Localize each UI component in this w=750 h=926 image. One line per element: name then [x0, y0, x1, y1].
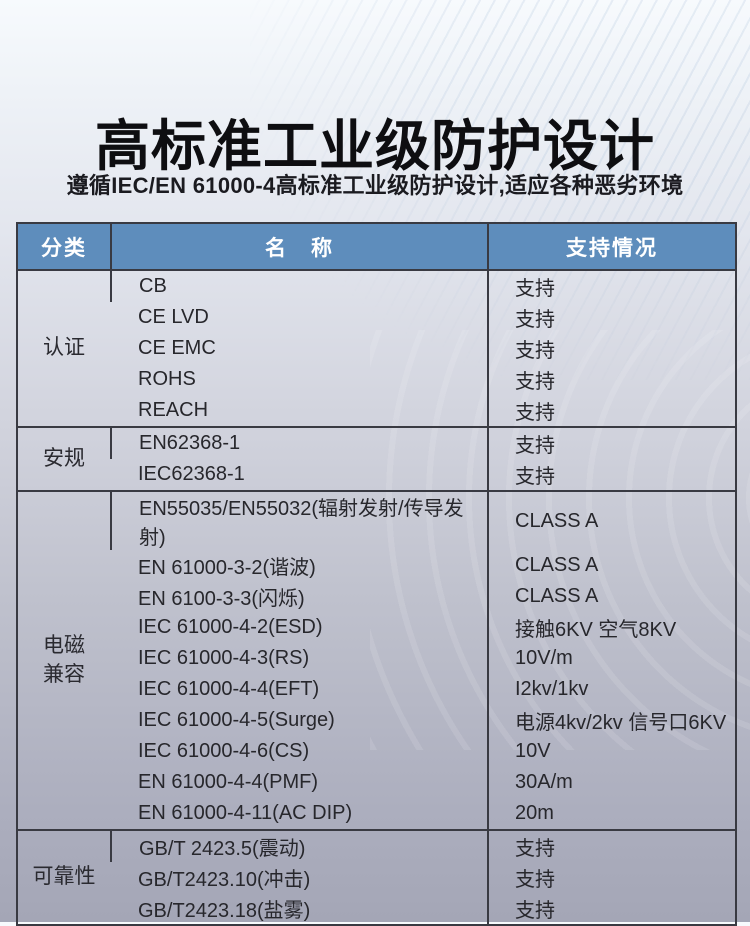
page-title: 高标准工业级防护设计 — [94, 114, 655, 177]
standard-name-cell: GB/T 2423.5(震动) — [110, 830, 488, 862]
table-row: IEC 61000-4-4(EFT) I2kv/1kv — [17, 674, 736, 705]
standard-name-cell: GB/T2423.18(盐雾) — [138, 900, 311, 922]
support-status-cell: 10V/m — [487, 643, 736, 674]
support-status-cell: 支持 — [487, 302, 736, 333]
standard-name-cell: IEC 61000-4-2(ESD) — [138, 616, 323, 638]
column-header-category: 分类 — [17, 223, 111, 271]
standard-name-cell: EN55035/EN55032(辐射发射/传导发射) — [110, 491, 488, 550]
table-row: IEC 61000-4-6(CS) 10V — [17, 736, 736, 767]
table-row: 可靠性 GB/T 2423.5(震动) 支持 — [17, 830, 736, 888]
table-row: GB/T2423.10(冲击) 支持 — [17, 862, 736, 893]
support-status-cell: 支持 — [487, 364, 736, 395]
table-row: EN 61000-4-4(PMF) 30A/m — [17, 767, 736, 798]
support-status-cell: 支持 — [487, 427, 736, 459]
standard-name-cell: IEC 61000-4-4(EFT) — [138, 678, 320, 700]
table-header-row: 分类 名 称 支持情况 — [17, 223, 736, 271]
table-row: CE EMC 支持 — [17, 333, 736, 364]
support-status-cell: 支持 — [487, 270, 736, 302]
table-row: GB/T2423.18(盐雾) 支持 — [17, 893, 736, 925]
table-section: 安规 EN62368-1 支持 IEC62368-1 支持 — [17, 427, 736, 491]
standard-name-cell: CE LVD — [138, 306, 209, 328]
standard-name-cell: IEC 61000-4-3(RS) — [138, 647, 310, 669]
category-cell: 可靠性 — [32, 865, 96, 889]
standard-name-cell: EN 61000-4-4(PMF) — [138, 771, 319, 793]
standard-name-cell: EN 61000-4-11(AC DIP) — [138, 802, 353, 824]
support-status-cell: 支持 — [487, 893, 736, 925]
standard-name-cell: EN 61000-3-2(谐波) — [138, 557, 316, 579]
support-status-cell: 10V — [487, 736, 736, 767]
table-section: 电磁 兼容 EN55035/EN55032(辐射发射/传导发射) CLASS A EN… — [17, 491, 736, 830]
column-header-support: 支持情况 — [487, 223, 736, 271]
standard-name-cell: REACH — [138, 399, 209, 421]
table-row: 电磁 兼容 EN55035/EN55032(辐射发射/传导发射) CLASS A — [17, 491, 736, 686]
support-status-cell: 接触6KV 空气8KV — [487, 612, 736, 643]
support-status-cell: 支持 — [487, 395, 736, 427]
standard-name-cell: IEC62368-1 — [138, 463, 245, 485]
standard-name-cell: CB — [110, 270, 488, 302]
support-status-cell: 30A/m — [487, 767, 736, 798]
table-row: IEC 61000-4-3(RS) 10V/m — [17, 643, 736, 674]
support-status-cell: 20m — [487, 798, 736, 830]
support-status-cell: CLASS A — [487, 550, 736, 581]
table-row: CE LVD 支持 — [17, 302, 736, 333]
support-status-cell: CLASS A — [487, 581, 736, 612]
page-subtitle: 遵循IEC/EN 61000-4高标准工业级防护设计,适应各种恶劣环境 — [66, 173, 684, 198]
table-row: EN 6100-3-3(闪烁) CLASS A — [17, 581, 736, 612]
support-status-cell: 支持 — [487, 862, 736, 893]
support-status-cell: 电源4kv/2kv 信号口6KV — [487, 705, 736, 736]
standard-name-cell: CE EMC — [138, 337, 216, 359]
column-header-name: 名 称 — [110, 223, 488, 271]
table-row: REACH 支持 — [17, 395, 736, 427]
table-row: 认证 CB 支持 — [17, 270, 736, 359]
protection-spec-table: 分类 名 称 支持情况 认证 CB 支持 CE LVD 支持 CE EMC 支持 ROHS 支持… — [16, 222, 737, 926]
standard-name-cell: IEC 61000-4-5(Surge) — [138, 709, 335, 731]
standard-name-cell: ROHS — [138, 368, 196, 390]
support-status-cell: 支持 — [487, 333, 736, 364]
table-row: EN 61000-3-2(谐波) CLASS A — [17, 550, 736, 581]
table-row: 安规 EN62368-1 支持 — [17, 427, 736, 470]
category-cell: 安规 — [43, 446, 85, 470]
standard-name-cell: EN 6100-3-3(闪烁) — [138, 588, 305, 610]
category-cell: 电磁 兼容 — [43, 634, 85, 686]
standard-name-cell: IEC 61000-4-6(CS) — [138, 740, 310, 762]
standard-name-cell: EN62368-1 — [110, 427, 488, 459]
table-row: IEC 61000-4-5(Surge) 电源4kv/2kv 信号口6KV — [17, 705, 736, 736]
table-row: IEC62368-1 支持 — [17, 459, 736, 491]
support-status-cell: 支持 — [487, 830, 736, 862]
table-section: 可靠性 GB/T 2423.5(震动) 支持 GB/T2423.10(冲击) 支持 GB/… — [17, 830, 736, 925]
support-status-cell: CLASS A — [487, 491, 736, 550]
category-cell: 认证 — [43, 336, 85, 360]
support-status-cell: I2kv/1kv — [487, 674, 736, 705]
table-row: ROHS 支持 — [17, 364, 736, 395]
table-section: 认证 CB 支持 CE LVD 支持 CE EMC 支持 ROHS 支持 REACH 支持 — [17, 270, 736, 427]
table-row: EN 61000-4-11(AC DIP) 20m — [17, 798, 736, 830]
table-row: IEC 61000-4-2(ESD) 接触6KV 空气8KV — [17, 612, 736, 643]
support-status-cell: 支持 — [487, 459, 736, 491]
standard-name-cell: GB/T2423.10(冲击) — [138, 869, 311, 891]
